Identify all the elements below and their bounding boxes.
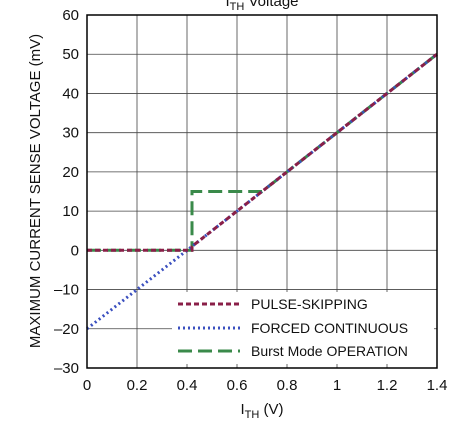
chart-title-suffix: Voltage: [244, 0, 298, 10]
x-axis-label-main: I: [240, 401, 244, 418]
y-tick-label: 60: [62, 7, 79, 24]
chart-title-subscript: TH: [230, 1, 245, 13]
chart-title: ITH Voltage: [225, 0, 298, 13]
x-tick-label: 1.2: [377, 377, 398, 394]
y-tick-label: 0: [71, 242, 79, 259]
legend-label-forced-continuous: FORCED CONTINUOUS: [251, 320, 408, 336]
y-tick-label: –30: [54, 360, 79, 377]
legend-background: [172, 292, 434, 364]
y-tick-label: 30: [62, 125, 79, 142]
x-tick-label: 0.6: [227, 377, 248, 394]
y-axis-label: MAXIMUM CURRENT SENSE VOLTAGE (mV): [27, 34, 44, 348]
legend-label-burst-mode: Burst Mode OPERATION: [251, 343, 408, 359]
legend-label-pulse-skipping: PULSE-SKIPPING: [251, 296, 368, 312]
y-tick-label: 50: [62, 46, 79, 63]
x-tick-label: 1: [333, 377, 341, 394]
series-line-burst-mode-operation: [87, 53, 438, 252]
y-tick-label: –20: [54, 321, 79, 338]
legend: PULSE-SKIPPING FORCED CONTINUOUS Burst M…: [172, 292, 434, 364]
series-lines: [86, 53, 438, 330]
y-tick-label: 40: [62, 85, 79, 102]
tick-labels: 0 0.2 0.4 0.6 0.8 1 1.2 1.4 –30 –20 –10 0 10 20 30 40 50…: [54, 7, 447, 394]
x-tick-label: 1.4: [427, 377, 448, 394]
series-line-pulse-skipping: [87, 53, 438, 252]
x-tick-label: 0: [83, 377, 91, 394]
plot-area-frame: [86, 14, 438, 369]
chart-title-main: I: [225, 0, 229, 10]
y-tick-label: 10: [62, 203, 79, 220]
x-axis-label-subscript: TH: [245, 409, 260, 421]
x-tick-label: 0.2: [127, 377, 148, 394]
y-tick-label: –10: [54, 282, 79, 299]
y-tick-label: 20: [62, 164, 79, 181]
x-axis-label-suffix: (V): [259, 401, 283, 418]
x-axis-label: ITH (V): [240, 401, 283, 421]
x-tick-label: 0.4: [177, 377, 198, 394]
x-tick-label: 0.8: [277, 377, 298, 394]
